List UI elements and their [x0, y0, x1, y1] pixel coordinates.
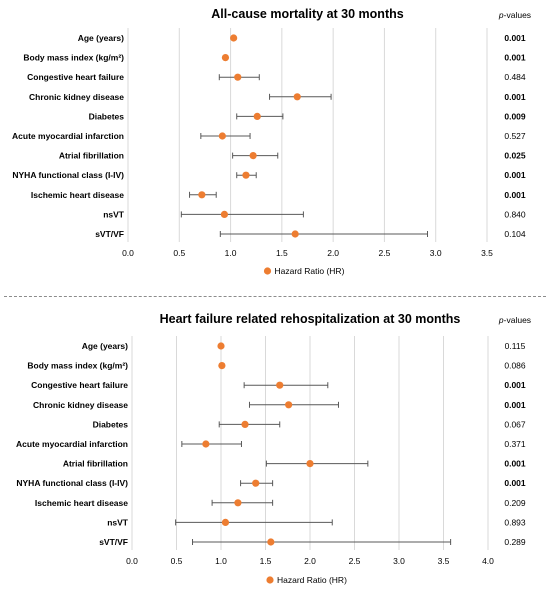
hr-point — [234, 499, 242, 507]
hr-point — [291, 230, 299, 238]
row-label: Chronic kidney disease — [29, 92, 124, 102]
x-tick-label: 3.5 — [438, 556, 450, 566]
row-label: Age (years) — [82, 341, 128, 351]
row-label: Diabetes — [93, 419, 129, 429]
x-tick-label: 2.0 — [327, 248, 339, 258]
hr-point — [221, 518, 230, 526]
x-tick-label: 0.5 — [173, 248, 185, 258]
row-label: Body mass index (kg/m²) — [23, 53, 124, 63]
p-value: 0.289 — [504, 537, 526, 547]
p-value: 0.009 — [504, 111, 526, 121]
hr-point — [252, 479, 260, 487]
pvalues-header-italic: p — [498, 10, 504, 20]
row-label: Congestive heart failure — [31, 380, 128, 390]
x-tick-label: 2.5 — [349, 556, 361, 566]
pvalues-header: p-values — [498, 10, 531, 20]
x-tick-label: 1.0 — [215, 556, 227, 566]
legend-label: Hazard Ratio (HR) — [275, 266, 345, 276]
hr-point — [249, 152, 257, 160]
pvalues-header-rest: -values — [504, 315, 531, 325]
p-value: 0.001 — [504, 478, 526, 488]
hr-point — [218, 132, 226, 140]
hr-point — [218, 362, 226, 370]
pvalues-header: p-values — [498, 315, 531, 325]
hr-point — [285, 401, 293, 409]
p-value: 0.001 — [504, 400, 526, 410]
row-label: Body mass index (kg/m²) — [27, 361, 128, 371]
p-value: 0.484 — [504, 72, 526, 82]
hr-point — [221, 54, 230, 62]
row-label: nsVT — [103, 209, 125, 219]
legend-label: Hazard Ratio (HR) — [277, 575, 347, 585]
row-label: sVT/VF — [95, 229, 124, 239]
row-label: Acute myocardial infarction — [16, 439, 128, 449]
p-value: 0.001 — [504, 92, 526, 102]
x-tick-label: 1.5 — [260, 556, 272, 566]
x-tick-label: 0.5 — [171, 556, 183, 566]
row-label: Atrial fibrillation — [63, 459, 128, 469]
x-tick-label: 1.0 — [225, 248, 237, 258]
legend-marker — [263, 267, 272, 275]
row-label: nsVT — [107, 517, 129, 527]
hr-point — [230, 34, 238, 42]
legend-marker — [266, 576, 274, 584]
chart-title: All-cause mortality at 30 months — [211, 7, 403, 21]
row-label: Age (years) — [78, 33, 124, 43]
p-value: 0.001 — [504, 170, 526, 180]
row-label: Ischemic heart disease — [35, 498, 128, 508]
p-value: 0.115 — [505, 341, 526, 351]
hr-point — [242, 171, 250, 179]
p-value: 0.001 — [504, 380, 526, 390]
row-label: Congestive heart failure — [27, 72, 124, 82]
row-label: NYHA functional class (I-IV) — [12, 170, 124, 180]
p-value: 0.086 — [504, 361, 526, 371]
x-tick-label: 3.0 — [393, 556, 405, 566]
hr-point — [241, 420, 249, 428]
hr-point — [220, 210, 229, 218]
row-label: Ischemic heart disease — [31, 190, 124, 200]
p-value: 0.893 — [504, 517, 526, 527]
p-value: 0.840 — [504, 209, 526, 219]
x-tick-label: 4.0 — [482, 556, 494, 566]
hr-point — [306, 460, 314, 468]
hr-point — [253, 112, 261, 120]
panel-divider — [4, 296, 546, 297]
p-value: 0.025 — [504, 151, 526, 161]
p-value: 0.001 — [504, 459, 526, 469]
row-label: NYHA functional class (I-IV) — [16, 478, 128, 488]
hr-point — [267, 538, 275, 546]
p-value: 0.067 — [504, 419, 526, 429]
p-value: 0.104 — [504, 229, 526, 239]
pvalues-header-rest: -values — [504, 10, 531, 20]
hr-point — [234, 73, 242, 81]
mortality-forest-plot: All-cause mortality at 30 months p-values… — [12, 7, 531, 276]
rehospitalization-forest-plot: Heart failure related rehospitalization … — [16, 312, 531, 585]
row-label: sVT/VF — [99, 537, 128, 547]
hr-point — [217, 342, 225, 350]
hr-point — [276, 381, 284, 389]
p-value: 0.001 — [504, 53, 526, 63]
x-tick-label: 2.0 — [304, 556, 316, 566]
hr-point — [293, 93, 301, 101]
p-value: 0.371 — [504, 439, 526, 449]
x-tick-label: 2.5 — [379, 248, 391, 258]
p-value: 0.001 — [504, 190, 526, 200]
hr-point — [202, 440, 210, 448]
x-tick-label: 0.0 — [126, 556, 138, 566]
row-label: Chronic kidney disease — [33, 400, 128, 410]
x-tick-label: 1.5 — [276, 248, 288, 258]
p-value: 0.209 — [504, 498, 526, 508]
x-tick-label: 3.5 — [481, 248, 493, 258]
row-label: Diabetes — [89, 111, 125, 121]
pvalues-header-italic: p — [498, 315, 504, 325]
row-label: Acute myocardial infarction — [12, 131, 124, 141]
x-tick-label: 0.0 — [122, 248, 134, 258]
p-value: 0.001 — [504, 33, 526, 43]
row-label: Atrial fibrillation — [59, 151, 124, 161]
chart-title: Heart failure related rehospitalization … — [160, 312, 461, 326]
x-tick-label: 3.0 — [430, 248, 442, 258]
p-value: 0.527 — [504, 131, 526, 141]
hr-point — [198, 191, 206, 199]
